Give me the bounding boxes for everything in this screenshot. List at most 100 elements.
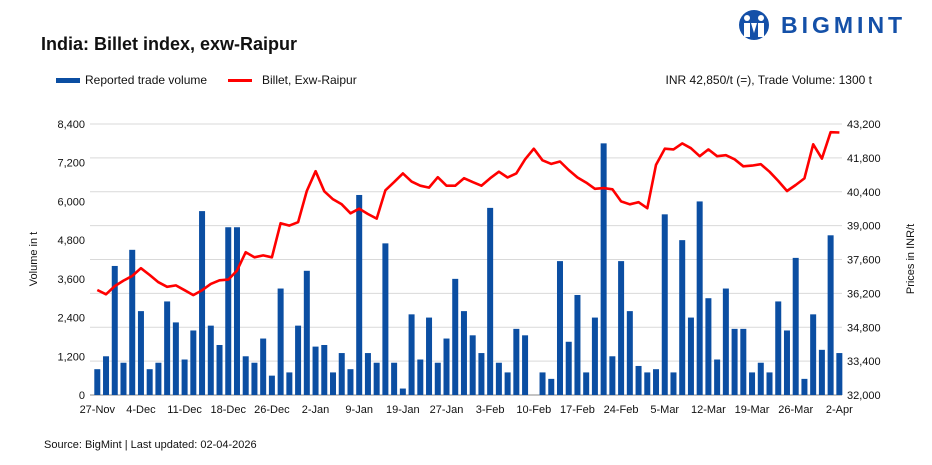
- x-tick-label: 5-Mar: [650, 404, 679, 416]
- volume-bar: [513, 328, 520, 395]
- x-tick-label: 26-Dec: [254, 404, 290, 416]
- x-tick-label: 4-Dec: [126, 404, 156, 416]
- volume-bar: [818, 349, 825, 395]
- y2-tick-label: 36,200: [847, 288, 881, 300]
- volume-bar: [749, 372, 756, 395]
- volume-bar: [382, 243, 389, 395]
- y-tick-label: 1,200: [57, 351, 85, 363]
- y2-tick-label: 41,800: [847, 153, 881, 165]
- x-tick-label: 27-Jan: [430, 404, 464, 416]
- volume-bar: [574, 294, 581, 395]
- y2-tick-label: 32,000: [847, 390, 881, 402]
- volume-bar: [775, 301, 782, 395]
- volume-bar: [722, 288, 729, 395]
- x-tick-label: 12-Mar: [691, 404, 726, 416]
- x-tick-label: 10-Feb: [516, 404, 551, 416]
- volume-bar: [268, 375, 275, 395]
- volume-bar: [321, 344, 328, 395]
- y2-tick-label: 37,600: [847, 255, 881, 267]
- volume-bar: [242, 356, 249, 395]
- y-axis-label: Volume in t: [28, 232, 40, 286]
- x-tick-label: 26-Mar: [778, 404, 813, 416]
- y-tick-label: 0: [79, 390, 85, 402]
- volume-bar: [443, 338, 450, 395]
- volume-bar: [190, 330, 197, 395]
- bigmint-logo: BIGMINT: [735, 9, 906, 41]
- y2-tick-label: 39,000: [847, 221, 881, 233]
- legend-label: Reported trade volume: [85, 73, 208, 87]
- volume-bar: [740, 328, 747, 395]
- x-tick-label: 24-Feb: [604, 404, 639, 416]
- volume-bar: [277, 288, 284, 395]
- volume-bar: [330, 372, 337, 395]
- volume-bar: [434, 362, 441, 395]
- volume-bar: [295, 325, 302, 395]
- volume-bar: [478, 353, 485, 395]
- volume-bar: [522, 335, 529, 395]
- volume-bar: [399, 388, 406, 395]
- volume-bar: [757, 362, 764, 395]
- volume-bar: [635, 365, 642, 395]
- volume-bar: [583, 372, 590, 395]
- volume-bar: [94, 369, 101, 395]
- y-tick-label: 6,000: [57, 196, 85, 208]
- x-tick-label: 2-Apr: [826, 404, 853, 416]
- y2-axis-label: Prices in INR/t: [905, 224, 917, 294]
- bigmint-logo-icon: [739, 10, 769, 40]
- volume-bar: [373, 362, 380, 395]
- volume-bar: [364, 353, 371, 395]
- x-tick-label: 9-Jan: [345, 404, 373, 416]
- volume-bar: [653, 369, 660, 395]
- volume-bar: [836, 353, 843, 395]
- volume-bar: [251, 362, 258, 395]
- x-tick-label: 2-Jan: [302, 404, 330, 416]
- volume-bar: [696, 201, 703, 395]
- price-summary: INR 42,850/t (=), Trade Volume: 1300 t: [665, 73, 872, 87]
- x-tick-label: 27-Nov: [80, 404, 116, 416]
- volume-bar: [792, 257, 799, 395]
- volume-bar: [810, 314, 817, 395]
- x-tick-label: 19-Mar: [735, 404, 770, 416]
- y-tick-label: 4,800: [57, 235, 85, 247]
- volume-bar: [783, 330, 790, 395]
- volume-bar: [609, 356, 616, 395]
- volume-bar: [731, 328, 738, 395]
- logo-text: BIGMINT: [781, 11, 907, 38]
- y2-tick-label: 34,800: [847, 322, 881, 334]
- volume-bar: [548, 378, 555, 395]
- volume-bar: [827, 235, 834, 395]
- volume-bar: [199, 211, 206, 395]
- volume-bar: [469, 335, 476, 395]
- volume-bar: [460, 311, 467, 395]
- x-tick-label: 19-Jan: [386, 404, 420, 416]
- volume-bar: [417, 359, 424, 395]
- chart-title: India: Billet index, exw-Raipur: [41, 34, 298, 54]
- x-tick-label: 11-Dec: [167, 404, 202, 416]
- volume-bar: [347, 369, 354, 395]
- volume-bar: [146, 369, 153, 395]
- volume-bar: [216, 344, 223, 395]
- volume-bar: [408, 314, 415, 395]
- volume-bar: [181, 359, 188, 395]
- volume-bar: [705, 298, 712, 395]
- volume-bar: [539, 372, 546, 395]
- volume-bar: [338, 353, 345, 395]
- x-tick-label: 18-Dec: [211, 404, 247, 416]
- volume-bar: [600, 143, 607, 395]
- volume-bar: [661, 214, 668, 395]
- legend-swatch-bar: [56, 77, 80, 83]
- volume-bar: [670, 372, 677, 395]
- volume-bar: [618, 261, 625, 395]
- volume-bar: [103, 356, 110, 395]
- volume-bar: [766, 372, 773, 395]
- legend-label: Billet, Exw-Raipur: [262, 73, 357, 87]
- y-tick-label: 2,400: [57, 313, 85, 325]
- volume-bar: [225, 227, 232, 395]
- y-tick-label: 3,600: [57, 274, 85, 286]
- volume-bar: [565, 341, 572, 395]
- volume-bar: [687, 317, 694, 395]
- y2-tick-label: 33,400: [847, 356, 881, 368]
- volume-bar: [495, 362, 502, 395]
- volume-bar: [391, 362, 398, 395]
